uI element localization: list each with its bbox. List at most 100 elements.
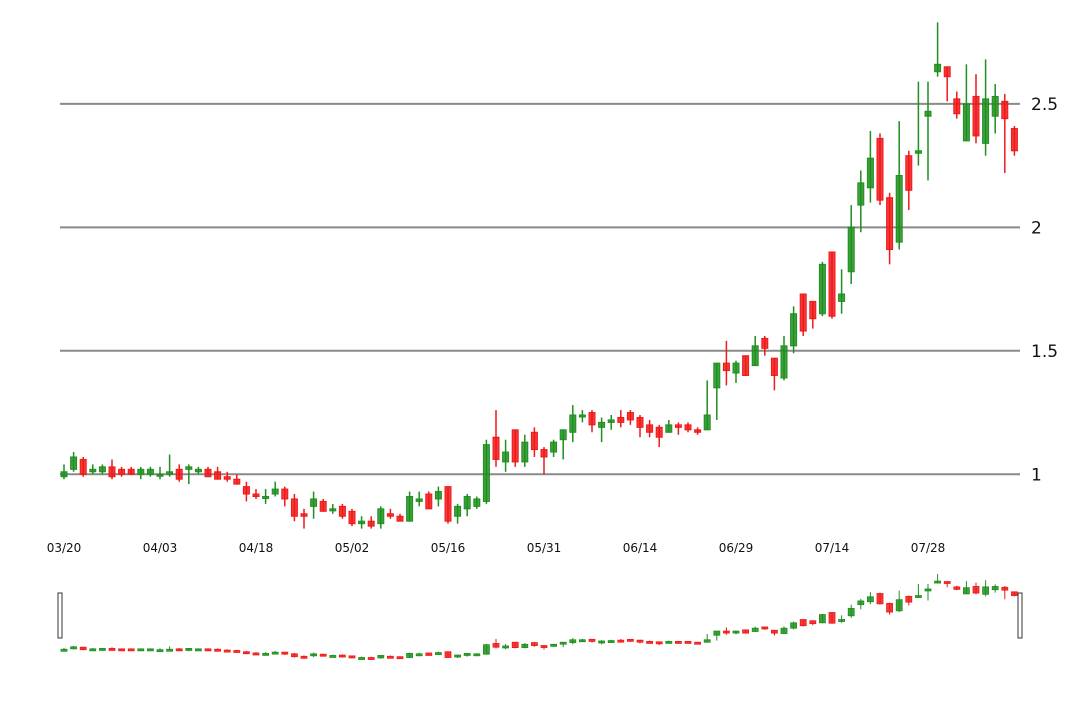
candle xyxy=(866,131,874,203)
navigator-candle xyxy=(454,654,462,658)
navigator-candle xyxy=(319,653,327,657)
navigator-candle-body xyxy=(934,580,941,584)
navigator-candle-body xyxy=(531,642,538,646)
candle-body xyxy=(98,466,106,473)
candle-body xyxy=(876,137,884,201)
navigator-candle-body xyxy=(761,626,769,630)
candle xyxy=(751,335,759,367)
candle-body xyxy=(914,150,922,154)
navigator-candle xyxy=(982,580,989,597)
candle xyxy=(530,427,538,457)
candle-body xyxy=(761,337,769,349)
x-tick-label: 03/20 xyxy=(47,541,82,555)
candle xyxy=(252,489,260,499)
candle-body xyxy=(290,498,298,517)
navigator-candle-body xyxy=(271,651,279,655)
navigator-candle-body xyxy=(847,607,855,617)
navigator-candle xyxy=(934,574,941,584)
navigator-candle-body xyxy=(675,641,682,644)
navigator-candle xyxy=(252,652,260,656)
navigator-candle xyxy=(444,651,452,658)
x-tick-label: 07/28 xyxy=(911,541,946,555)
navigator-candle-body xyxy=(867,596,874,603)
candle-body xyxy=(137,468,145,475)
candle xyxy=(991,84,999,134)
navigator-candle xyxy=(70,645,77,650)
navigator-candle-body xyxy=(617,639,625,643)
navigator-candle-body xyxy=(348,655,356,659)
navigator-candle-body xyxy=(473,653,481,657)
navigator-candle-body xyxy=(444,651,452,658)
y-tick-label: 1 xyxy=(1031,465,1042,485)
candle-body xyxy=(252,493,260,497)
navigator-candle xyxy=(166,646,174,652)
navigator-candle xyxy=(761,626,769,630)
navigator-left-handle[interactable] xyxy=(57,592,63,639)
candle xyxy=(166,454,174,477)
navigator-candle xyxy=(607,639,615,643)
candle-body xyxy=(530,431,538,451)
navigator-candle xyxy=(463,652,471,657)
candle xyxy=(559,429,567,460)
candle-body xyxy=(982,98,990,144)
navigator-candle-body xyxy=(742,629,749,634)
navigator-candle xyxy=(531,641,538,647)
navigator-candle xyxy=(684,640,692,644)
navigator-candle xyxy=(473,653,481,657)
navigator-candle-body xyxy=(550,643,557,647)
candle-body xyxy=(607,419,615,423)
candle-body xyxy=(242,486,250,495)
candle xyxy=(847,205,855,285)
navigator-candle xyxy=(838,615,845,623)
navigator-candle-body xyxy=(665,641,673,644)
candle-body xyxy=(386,513,394,517)
navigator-candle-body xyxy=(377,655,385,659)
candle xyxy=(406,491,414,522)
navigator-candle xyxy=(415,652,423,657)
navigator-candle-body xyxy=(972,586,980,594)
candle-body xyxy=(674,424,682,428)
navigator-candle-body xyxy=(204,648,212,652)
navigator-candle-body xyxy=(1001,586,1009,591)
navigator-candle-body xyxy=(492,643,500,648)
navigator-candle-body xyxy=(454,654,462,658)
navigator-candle xyxy=(223,649,231,653)
navigator-candle xyxy=(905,595,913,606)
navigator-candle-body xyxy=(175,648,183,652)
navigator-candle xyxy=(588,638,596,643)
navigator-candle xyxy=(627,638,634,642)
navigator-candle-body xyxy=(559,641,567,645)
candle xyxy=(290,494,298,522)
main-grid xyxy=(60,102,1020,476)
navigator-candle-body xyxy=(598,640,605,644)
range-navigator[interactable] xyxy=(57,574,1023,660)
navigator-candle xyxy=(675,640,682,644)
navigator-candle xyxy=(828,612,836,624)
candle xyxy=(617,410,625,428)
candle-body xyxy=(300,513,308,517)
candle xyxy=(895,121,903,250)
navigator-candle xyxy=(358,656,366,660)
candle xyxy=(511,429,519,467)
candle xyxy=(281,486,289,507)
candle xyxy=(674,422,682,435)
candle xyxy=(703,380,711,431)
navigator-candle-body xyxy=(214,648,222,652)
navigator-right-handle[interactable] xyxy=(1017,592,1023,639)
candle xyxy=(828,251,836,319)
navigator-candle-body xyxy=(713,630,721,636)
navigator-candle-body xyxy=(242,651,250,655)
navigator-candle xyxy=(569,638,577,645)
navigator-candle-body xyxy=(780,627,788,634)
navigator-candle xyxy=(290,652,298,658)
candle xyxy=(396,513,404,522)
navigator-candle-body xyxy=(857,600,865,606)
navigator-candle-body xyxy=(108,648,116,651)
navigator-candle xyxy=(646,640,653,644)
navigator-candle-body xyxy=(694,641,701,645)
candle xyxy=(108,459,116,480)
candle xyxy=(790,306,798,354)
navigator-candle-body xyxy=(358,657,366,660)
